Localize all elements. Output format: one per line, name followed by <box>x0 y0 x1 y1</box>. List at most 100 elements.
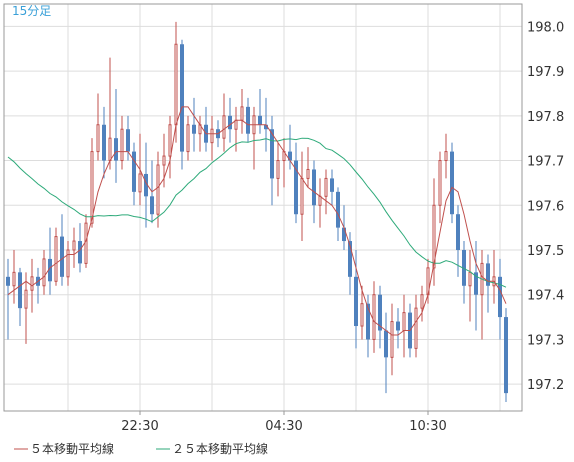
candle-body-down <box>102 124 106 161</box>
candle-body-down <box>336 191 340 228</box>
candle-body-down <box>192 124 196 134</box>
candle-body-down <box>150 196 154 215</box>
candle-body-up <box>420 294 424 309</box>
candle <box>60 214 64 286</box>
candle <box>294 142 298 224</box>
vertical-gridlines <box>67 4 501 411</box>
y-tick-label: 197.4 <box>527 289 564 304</box>
y-tick-label: 197.9 <box>527 65 564 80</box>
candle-body-up <box>318 195 322 206</box>
candle <box>396 308 400 349</box>
candle-body-up <box>120 128 124 162</box>
candle-body-down <box>498 276 502 318</box>
candle-body-up <box>156 164 160 215</box>
y-axis-ticks: 198.0 197.9 197.8 197.7 197.6 197.5 197.4 197.3… <box>527 20 564 393</box>
candle <box>306 147 310 188</box>
candle-body-up <box>414 307 418 349</box>
candle <box>474 241 478 331</box>
candle-body-down <box>342 227 346 242</box>
candle-body-up <box>96 124 100 153</box>
candle-body-down <box>6 276 10 286</box>
candle <box>114 88 118 183</box>
y-tick-label: 197.2 <box>527 378 564 393</box>
y-tick-label: 197.5 <box>527 244 564 259</box>
candle <box>432 178 436 286</box>
candle-body-down <box>258 115 262 125</box>
candle-body-down <box>264 124 268 130</box>
candle-body-up <box>468 271 472 287</box>
candle <box>414 294 418 358</box>
candle-body-up <box>162 155 166 166</box>
candle <box>24 272 28 344</box>
candle-body-up <box>234 119 238 130</box>
candle <box>12 249 16 304</box>
ma5-line <box>7 106 507 336</box>
candle <box>78 223 82 273</box>
candle <box>186 115 190 161</box>
candle <box>168 115 172 179</box>
candle-body-down <box>462 249 466 286</box>
candle-body-down <box>78 241 82 264</box>
candle <box>276 142 280 197</box>
candle <box>90 138 94 228</box>
candle-body-down <box>126 129 130 152</box>
candle <box>192 97 196 152</box>
candle <box>330 169 334 206</box>
candle <box>366 294 370 358</box>
candle-body-up <box>66 249 70 278</box>
candle <box>120 115 124 170</box>
candle <box>378 285 382 349</box>
candle <box>438 151 442 224</box>
candle-body-down <box>48 258 52 282</box>
plot-border <box>3 3 523 412</box>
candle <box>54 227 58 286</box>
candle <box>6 258 10 340</box>
candle-body-down <box>396 321 400 331</box>
candle-body-up <box>54 236 58 282</box>
candle <box>222 93 226 152</box>
candle <box>270 115 274 206</box>
candle-body-up <box>42 258 46 287</box>
candle <box>420 285 424 322</box>
candle-body-down <box>312 169 316 206</box>
candle-body-up <box>90 151 94 224</box>
candle <box>372 281 376 353</box>
candle <box>126 115 130 161</box>
candle-body-down <box>132 151 136 192</box>
candle-body-down <box>378 294 382 331</box>
candle <box>504 308 508 403</box>
legend-label: ５本移動平均線 <box>30 441 114 456</box>
candle <box>348 232 352 295</box>
candle <box>66 241 70 286</box>
y-tick-label: 197.6 <box>527 199 564 214</box>
candle <box>444 133 448 179</box>
candle-body-up <box>174 43 178 126</box>
candle-body-down <box>348 241 352 277</box>
candle <box>132 142 136 206</box>
candle-body-down <box>18 272 22 309</box>
candle-body-up <box>324 177 328 197</box>
candle-body-down <box>330 178 334 192</box>
candle-body-up <box>240 106 244 121</box>
candle-body-down <box>288 151 292 161</box>
candle-body-down <box>504 317 508 394</box>
candle <box>144 142 148 228</box>
candle <box>384 312 388 394</box>
candle-body-up <box>402 312 406 331</box>
candle <box>486 254 490 313</box>
candle-body-down <box>180 44 184 152</box>
candle <box>18 267 22 327</box>
candle <box>180 39 184 170</box>
candle-body-down <box>270 129 274 179</box>
candle-body-down <box>366 303 370 340</box>
candle <box>258 88 262 134</box>
candle-body-up <box>444 151 448 162</box>
candle <box>498 258 502 340</box>
candle-body-up <box>432 204 436 269</box>
candle-body-down <box>246 106 250 134</box>
candle-body-up <box>360 303 364 327</box>
y-tick-label: 197.8 <box>527 110 564 125</box>
candle-body-up <box>168 124 172 157</box>
candle-body-down <box>384 330 388 358</box>
candle-body-up <box>186 124 190 153</box>
